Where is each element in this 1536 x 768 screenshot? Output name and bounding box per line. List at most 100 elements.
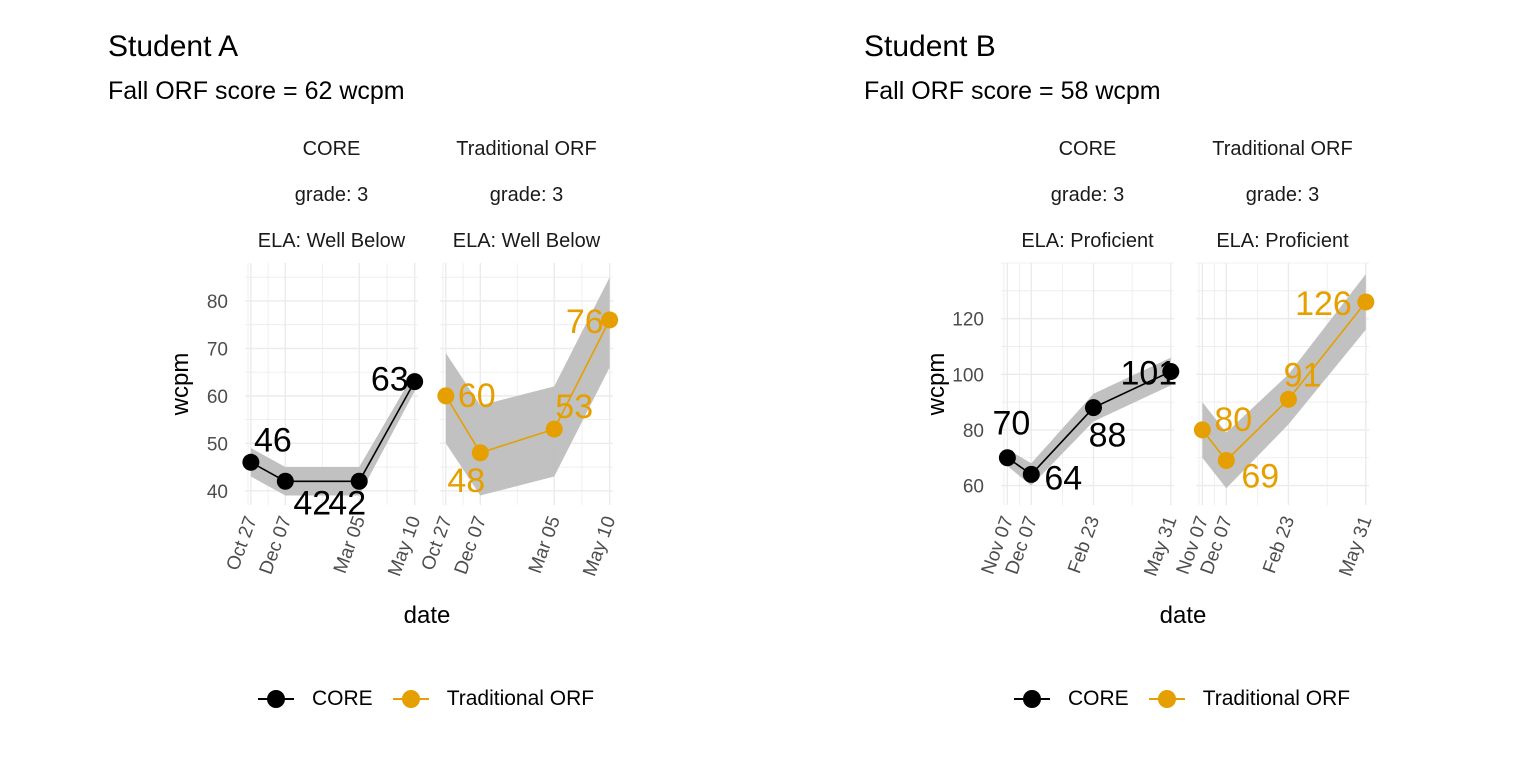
- y-tick-label: 50: [207, 434, 228, 455]
- legend-item-traditional-orf: Traditional ORF: [392, 684, 595, 714]
- legend-item-core: CORE: [1014, 684, 1129, 714]
- confidence-band: [445, 277, 610, 496]
- strip-label: grade: 3: [1246, 184, 1319, 206]
- series-line: [445, 319, 611, 454]
- series-line: [1006, 370, 1172, 476]
- chart-title: Student A: [108, 30, 239, 63]
- y-tick-label: 40: [207, 482, 228, 503]
- data-point: [1279, 390, 1297, 408]
- strip-label: ELA: Proficient: [1216, 230, 1349, 252]
- data-label: 101: [1120, 354, 1177, 392]
- data-point: [1217, 451, 1235, 469]
- x-tick-label: Mar 05: [330, 514, 370, 577]
- facet-panel-1: Traditional ORF grade: 3 ELA: Proficient 80…: [1173, 138, 1377, 579]
- data-label: 60: [458, 377, 496, 415]
- y-tick-label: 80: [207, 292, 228, 313]
- x-axis-title: date: [404, 602, 451, 629]
- data-point: [242, 453, 260, 471]
- data-point: [1193, 421, 1211, 439]
- data-label: 76: [566, 303, 604, 341]
- data-point: [1357, 293, 1375, 311]
- legend-label-traditional-orf: Traditional ORF: [1202, 687, 1351, 710]
- legend-item-core: CORE: [258, 684, 373, 714]
- legend-key-traditional-orf: [392, 684, 429, 714]
- x-tick-label: May 31: [1335, 514, 1376, 580]
- strip-label: CORE: [1059, 138, 1117, 160]
- data-label: 88: [1089, 417, 1127, 455]
- y-tick-label: 120: [952, 310, 984, 331]
- legend-item-traditional-orf: Traditional ORF: [1148, 684, 1351, 714]
- data-point: [1022, 465, 1040, 483]
- x-axis-title: date: [1160, 602, 1207, 629]
- student-b-chart: Student B Fall ORF score = 58 wcpm CORE g…: [756, 0, 1456, 768]
- x-tick-label: May 10: [579, 514, 620, 580]
- x-tick-label: Oct 27: [223, 514, 262, 574]
- data-point: [998, 449, 1016, 467]
- confidence-band: [1007, 357, 1171, 486]
- data-label: 69: [1241, 457, 1279, 495]
- strip-label: ELA: Proficient: [1021, 230, 1154, 252]
- chart-subtitle: Fall ORF score = 62 wcpm: [108, 77, 405, 105]
- data-point: [1084, 399, 1102, 417]
- legend-key-traditional-orf: [1148, 684, 1185, 714]
- y-tick-label: 60: [207, 387, 228, 408]
- strip-label: ELA: Well Below: [258, 230, 406, 252]
- y-tick-label: 70: [207, 339, 228, 360]
- facet-panel-1: Traditional ORF grade: 3 ELA: Well Below 60…: [418, 138, 621, 579]
- data-label: 53: [555, 388, 593, 426]
- series-line: [1201, 301, 1367, 462]
- data-label: 91: [1284, 356, 1322, 394]
- legend-label-core: CORE: [1068, 687, 1129, 710]
- x-tick-label: Feb 23: [1259, 514, 1299, 577]
- series-line: [250, 381, 416, 483]
- x-tick-label: Dec 07: [256, 514, 296, 578]
- data-point: [471, 444, 489, 462]
- data-label: 42: [293, 484, 331, 522]
- data-label: 80: [1214, 401, 1252, 439]
- confidence-band: [250, 372, 415, 496]
- y-tick-label: 60: [963, 477, 984, 498]
- confidence-band: [1202, 274, 1366, 489]
- data-label: 126: [1295, 285, 1352, 323]
- data-point: [601, 311, 619, 329]
- data-point: [406, 373, 424, 391]
- data-point: [350, 472, 368, 490]
- strip-label: grade: 3: [295, 184, 368, 206]
- strip-label: Traditional ORF: [1212, 138, 1352, 160]
- legend: CORE Traditional ORF: [1014, 683, 1370, 715]
- x-tick-label: Mar 05: [525, 514, 565, 577]
- y-tick-label: 100: [952, 365, 984, 386]
- y-axis-title: wcpm: [923, 353, 950, 417]
- chart-subtitle: Fall ORF score = 58 wcpm: [864, 77, 1161, 105]
- legend-label-core: CORE: [312, 687, 373, 710]
- data-label: 64: [1044, 459, 1082, 497]
- legend-key-core: [258, 684, 294, 714]
- data-point: [276, 472, 294, 490]
- legend: CORE Traditional ORF: [258, 683, 614, 715]
- strip-label: Traditional ORF: [456, 138, 596, 160]
- x-tick-label: Feb 23: [1064, 514, 1104, 577]
- data-point: [1162, 362, 1180, 380]
- data-point: [545, 420, 563, 438]
- student-a-chart: Student A Fall ORF score = 62 wcpm CORE g…: [0, 0, 700, 768]
- strip-label: grade: 3: [1051, 184, 1124, 206]
- x-tick-label: Dec 07: [451, 514, 491, 578]
- strip-label: grade: 3: [490, 184, 563, 206]
- data-label: 70: [992, 405, 1030, 443]
- y-tick-label: 80: [963, 421, 984, 442]
- data-label: 63: [371, 361, 409, 399]
- data-point: [437, 387, 455, 405]
- legend-label-traditional-orf: Traditional ORF: [446, 687, 595, 710]
- chart-title: Student B: [864, 30, 996, 63]
- strip-label: CORE: [303, 138, 361, 160]
- strip-label: ELA: Well Below: [453, 230, 601, 252]
- data-label: 46: [254, 421, 292, 459]
- data-label: 42: [328, 484, 366, 522]
- data-label: 48: [447, 462, 485, 500]
- x-tick-label: May 10: [384, 514, 425, 580]
- legend-key-core: [1014, 684, 1050, 714]
